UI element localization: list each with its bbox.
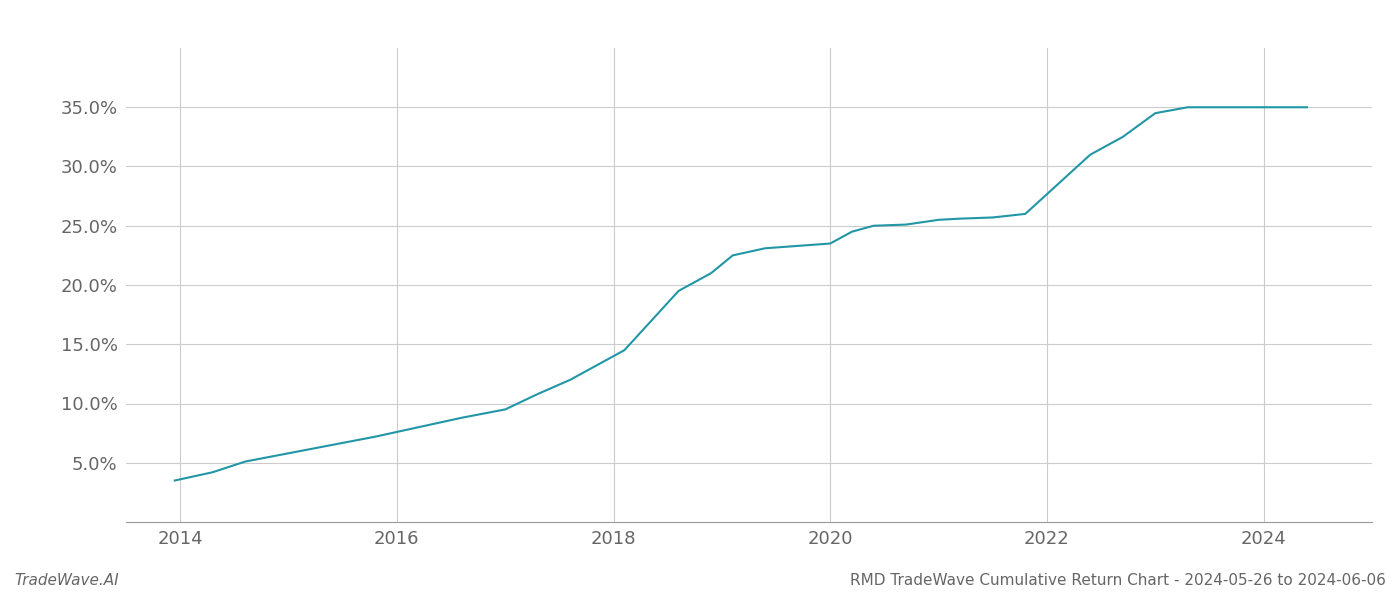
Text: TradeWave.AI: TradeWave.AI: [14, 573, 119, 588]
Text: RMD TradeWave Cumulative Return Chart - 2024-05-26 to 2024-06-06: RMD TradeWave Cumulative Return Chart - …: [850, 573, 1386, 588]
